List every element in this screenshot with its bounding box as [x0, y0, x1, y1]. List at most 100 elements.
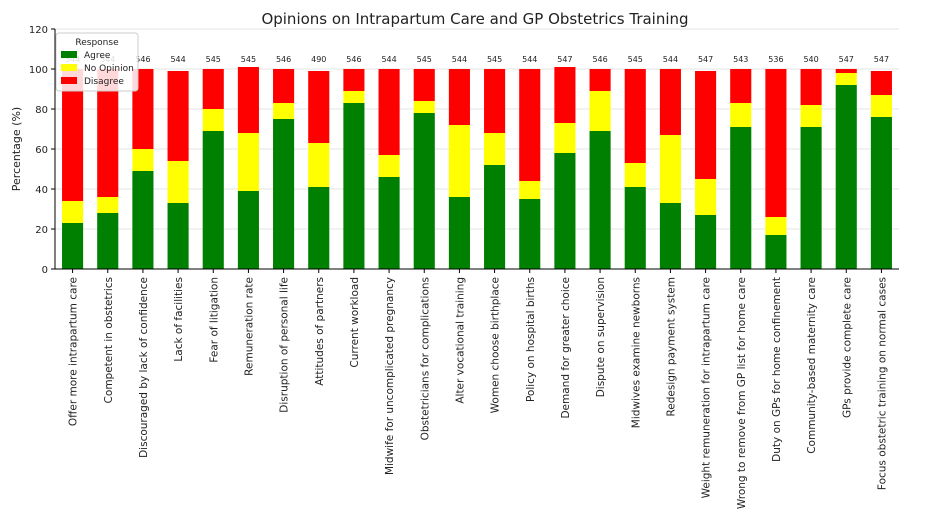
x-tick-label: Weight remuneration for intrapartum care: [701, 277, 713, 498]
y-tick-label: 120: [29, 25, 48, 36]
y-axis-label: Percentage (%): [10, 107, 23, 191]
grid-lines: [55, 28, 899, 270]
x-tick-label: Lack of facilities: [173, 277, 185, 362]
y-tick-label: 20: [35, 225, 48, 236]
bar-agree: [519, 199, 541, 269]
sample-size-label: 545: [206, 55, 221, 64]
chart-title: Opinions on Intrapartum Care and GP Obst…: [261, 10, 688, 28]
bar-agree: [554, 153, 576, 269]
x-tick-label: Women choose birthplace: [490, 277, 502, 413]
bar-disagree: [519, 69, 541, 181]
x-axis-tick-labels: Offer more intrapartum care Competent in …: [68, 269, 888, 509]
bar-disagree: [624, 69, 646, 163]
sample-size-label: 543: [733, 55, 748, 64]
bar-agree: [378, 177, 400, 269]
sample-size-label: 540: [803, 55, 818, 64]
y-tick-label: 100: [29, 65, 48, 76]
sample-size-label: 545: [487, 55, 502, 64]
legend: Response Agree No Opinion Disagree: [55, 32, 139, 92]
bar-no-opinion: [237, 133, 259, 191]
sample-size-label: 536: [768, 55, 783, 64]
bar-disagree: [97, 69, 119, 197]
x-tick-label: Fear of litigation: [208, 277, 220, 363]
x-tick-label: Policy on hospital births: [525, 277, 537, 402]
bar-agree: [870, 117, 892, 269]
bar-no-opinion: [202, 109, 224, 131]
bar-agree: [413, 113, 435, 269]
bar-no-opinion: [132, 149, 154, 171]
bar-disagree: [448, 69, 470, 125]
sample-size-label: 545: [417, 55, 432, 64]
bar-no-opinion: [589, 91, 611, 131]
bar-no-opinion: [484, 133, 506, 165]
bar-disagree: [484, 69, 506, 133]
bar-no-opinion: [273, 103, 295, 119]
bar-no-opinion: [835, 73, 857, 85]
bar-no-opinion: [870, 95, 892, 117]
sample-size-label: 544: [381, 55, 396, 64]
bar-agree: [835, 85, 857, 269]
sample-size-label: 545: [628, 55, 643, 64]
bar-disagree: [589, 69, 611, 91]
legend-label-no-opinion: No Opinion: [84, 64, 134, 74]
bar-no-opinion: [308, 143, 330, 187]
x-tick-label: Current workload: [349, 277, 361, 368]
bar-no-opinion: [800, 105, 822, 127]
bar-agree: [237, 191, 259, 269]
sample-size-label: 547: [874, 55, 889, 64]
x-tick-label: Offer more intrapartum care: [68, 277, 80, 426]
legend-label-disagree: Disagree: [84, 77, 124, 87]
sample-size-label: 546: [276, 55, 291, 64]
bar-agree: [659, 203, 681, 269]
axes: [54, 29, 899, 270]
x-tick-label: Obstetricians for complications: [419, 277, 431, 440]
sample-size-label: 544: [522, 55, 537, 64]
bar-disagree: [343, 69, 365, 91]
bar-no-opinion: [554, 123, 576, 153]
bar-agree: [132, 171, 154, 269]
bar-disagree: [659, 69, 681, 135]
bar-no-opinion: [167, 161, 189, 203]
x-tick-label: Competent in obstetrics: [103, 277, 115, 403]
bar-agree: [624, 187, 646, 269]
bar-agree: [765, 235, 787, 269]
legend-label-agree: Agree: [84, 51, 111, 61]
x-tick-label: Midwife for uncomplicated pregnancy: [384, 277, 396, 475]
bar-no-opinion: [765, 217, 787, 235]
x-tick-label: Alter vocational training: [454, 277, 466, 404]
sample-size-label: 547: [557, 55, 572, 64]
bar-agree: [484, 165, 506, 269]
bar-agree: [202, 131, 224, 269]
x-tick-label: Disruption of personal life: [279, 277, 291, 413]
x-tick-label: Duty on GPs for home confinement: [771, 277, 783, 462]
bar-disagree: [237, 67, 259, 133]
bar-no-opinion: [730, 103, 752, 127]
x-tick-label: Wrong to remove from GP list for home ca…: [736, 277, 748, 509]
bar-no-opinion: [97, 197, 119, 213]
bar-agree: [62, 223, 84, 269]
y-tick-label: 40: [35, 185, 48, 196]
bar-disagree: [413, 69, 435, 101]
bar-disagree: [835, 69, 857, 73]
bar-agree: [589, 131, 611, 269]
bar-disagree: [378, 69, 400, 155]
bar-disagree: [730, 69, 752, 103]
legend-swatch-disagree: [61, 77, 77, 84]
bars: [62, 67, 892, 269]
bar-disagree: [308, 71, 330, 143]
y-axis-ticks: 0 20 40 60 80 100 120: [29, 25, 55, 276]
sample-size-label: 546: [592, 55, 607, 64]
sample-size-label: 544: [452, 55, 467, 64]
bar-agree: [730, 127, 752, 269]
bar-no-opinion: [413, 101, 435, 113]
bar-disagree: [800, 69, 822, 105]
legend-swatch-agree: [61, 51, 77, 58]
bar-no-opinion: [624, 163, 646, 187]
bar-agree: [800, 127, 822, 269]
sample-size-label: 546: [346, 55, 361, 64]
bar-no-opinion: [378, 155, 400, 177]
sample-size-label: 545: [241, 55, 256, 64]
bar-agree: [97, 213, 119, 269]
bar-no-opinion: [343, 91, 365, 103]
x-tick-label: Community-based maternity care: [806, 277, 818, 454]
